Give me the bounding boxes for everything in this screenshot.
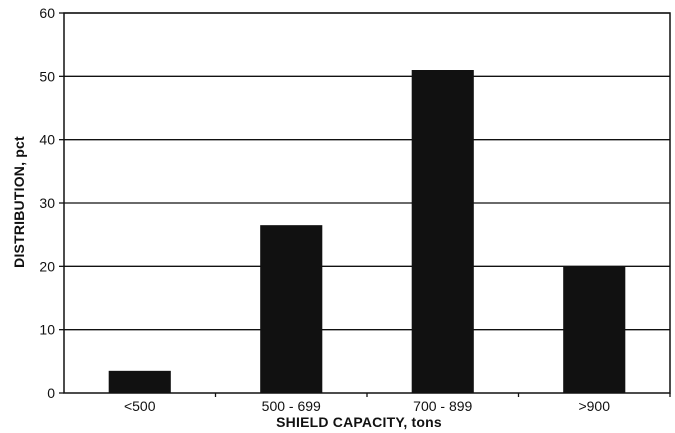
y-tick-label-0: 0 [47,385,55,401]
x-tick-label-3: >900 [578,398,610,414]
bar-3 [563,266,626,393]
x-axis-title: SHIELD CAPACITY, tons [276,414,442,430]
y-tick-label-40: 40 [39,132,55,148]
y-axis-title: DISTRIBUTION, pct [11,136,27,268]
x-tick-labels: <500 500 - 699 700 - 899 >900 [124,398,610,414]
y-tick-label-60: 60 [39,5,55,21]
y-tick-label-30: 30 [39,195,55,211]
x-tick-label-2: 700 - 899 [413,398,472,414]
y-tick-label-20: 20 [39,258,55,274]
y-tick-label-50: 50 [39,68,55,84]
axes [59,12,671,397]
bars [108,70,626,393]
bar-1 [260,225,323,393]
bar-0 [108,370,171,393]
y-tick-labels: 0 10 20 30 40 50 60 [39,5,55,401]
x-tick-label-0: <500 [124,398,156,414]
x-tick-label-1: 500 - 699 [262,398,321,414]
bar-2 [411,70,474,393]
y-tick-label-10: 10 [39,322,55,338]
